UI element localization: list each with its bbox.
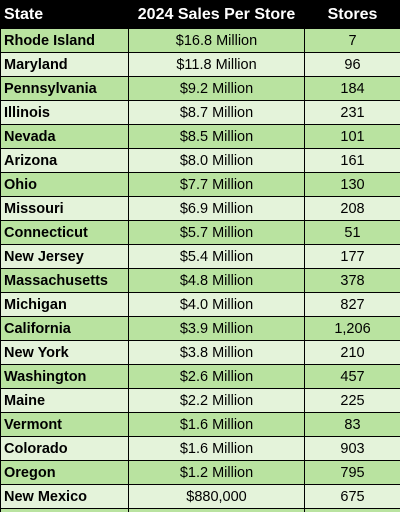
sales-cell: $8.5 Million	[128, 124, 305, 149]
state-cell: Washington	[0, 364, 129, 389]
stores-cell: 208	[304, 196, 400, 221]
stores-cell: 378	[304, 268, 400, 293]
table-row: Vermont $1.6 Million 83	[0, 412, 400, 437]
stores-cell: 795	[304, 460, 400, 485]
state-cell: Montana	[0, 508, 129, 512]
stores-cell: 7	[304, 28, 400, 53]
table-row: Connecticut $5.7 Million 51	[0, 220, 400, 245]
sales-cell: $715,000	[128, 508, 305, 512]
sales-cell: $3.8 Million	[128, 340, 305, 365]
stores-cell: 903	[304, 436, 400, 461]
state-cell: New Mexico	[0, 484, 129, 509]
sales-cell: $7.7 Million	[128, 172, 305, 197]
table-row: Missouri $6.9 Million 208	[0, 196, 400, 221]
state-cell: Vermont	[0, 412, 129, 437]
header-row: State 2024 Sales Per Store Stores	[0, 0, 400, 29]
sales-cell: $16.8 Million	[128, 28, 305, 53]
stores-cell: 675	[304, 484, 400, 509]
header-sales-per-store: 2024 Sales Per Store	[128, 0, 305, 29]
stores-cell: 51	[304, 220, 400, 245]
state-cell: Michigan	[0, 292, 129, 317]
stores-cell: 83	[304, 412, 400, 437]
table-row: New Jersey $5.4 Million 177	[0, 244, 400, 269]
stores-cell: 210	[304, 340, 400, 365]
stores-cell: 457	[304, 364, 400, 389]
sales-cell: $1.6 Million	[128, 412, 305, 437]
stores-cell: 130	[304, 172, 400, 197]
table-row: Montana$715,000453	[0, 508, 400, 512]
table-row: New York $3.8 Million 210	[0, 340, 400, 365]
state-cell: Colorado	[0, 436, 129, 461]
sales-cell: $9.2 Million	[128, 76, 305, 101]
stores-cell: 101	[304, 124, 400, 149]
stores-cell: 231	[304, 100, 400, 125]
header-state: State	[0, 0, 129, 29]
state-cell: New York	[0, 340, 129, 365]
sales-cell: $3.9 Million	[128, 316, 305, 341]
table-row: Rhode Island $16.8 Million 7	[0, 28, 400, 53]
state-cell: Maryland	[0, 52, 129, 77]
table-row: New Mexico $880,000 675	[0, 484, 400, 509]
state-cell: Massachusetts	[0, 268, 129, 293]
table-row: Nevada $8.5 Million 101	[0, 124, 400, 149]
state-cell: Connecticut	[0, 220, 129, 245]
table-row: Pennsylvania $9.2 Million 184	[0, 76, 400, 101]
stores-cell: 177	[304, 244, 400, 269]
sales-cell: $5.7 Million	[128, 220, 305, 245]
state-cell: Maine	[0, 388, 129, 413]
state-cell: Arizona	[0, 148, 129, 173]
table-row: California $3.9 Million 1,206	[0, 316, 400, 341]
state-cell: Nevada	[0, 124, 129, 149]
stores-cell: 96	[304, 52, 400, 77]
table-row: Michigan $4.0 Million 827	[0, 292, 400, 317]
table-row: Massachusetts $4.8 Million 378	[0, 268, 400, 293]
stores-cell: 161	[304, 148, 400, 173]
stores-cell: 184	[304, 76, 400, 101]
sales-cell: $5.4 Million	[128, 244, 305, 269]
sales-cell: $1.6 Million	[128, 436, 305, 461]
sales-cell: $8.7 Million	[128, 100, 305, 125]
stores-cell: 827	[304, 292, 400, 317]
sales-cell: $2.2 Million	[128, 388, 305, 413]
state-cell: Oregon	[0, 460, 129, 485]
state-cell: Pennsylvania	[0, 76, 129, 101]
table-row: Washington $2.6 Million 457	[0, 364, 400, 389]
table-row: Arizona $8.0 Million 161	[0, 148, 400, 173]
table-row: Illinois $8.7 Million 231	[0, 100, 400, 125]
state-cell: New Jersey	[0, 244, 129, 269]
stores-cell: 453	[304, 508, 400, 512]
state-cell: Missouri	[0, 196, 129, 221]
state-cell: California	[0, 316, 129, 341]
state-cell: Rhode Island	[0, 28, 129, 53]
header-stores: Stores	[304, 0, 400, 29]
state-cell: Illinois	[0, 100, 129, 125]
sales-cell: $11.8 Million	[128, 52, 305, 77]
table-row: Maine $2.2 Million 225	[0, 388, 400, 413]
stores-cell: 225	[304, 388, 400, 413]
sales-cell: $880,000	[128, 484, 305, 509]
sales-cell: $2.6 Million	[128, 364, 305, 389]
table-row: Oregon $1.2 Million 795	[0, 460, 400, 485]
sales-cell: $4.8 Million	[128, 268, 305, 293]
sales-cell: $4.0 Million	[128, 292, 305, 317]
state-cell: Ohio	[0, 172, 129, 197]
table-body: Rhode Island $16.8 Million 7 Maryland $11.8 …	[0, 28, 400, 512]
table-row: Maryland $11.8 Million 96	[0, 52, 400, 77]
table-row: Colorado $1.6 Million 903	[0, 436, 400, 461]
sales-cell: $6.9 Million	[128, 196, 305, 221]
sales-cell: $1.2 Million	[128, 460, 305, 485]
sales-cell: $8.0 Million	[128, 148, 305, 173]
stores-cell: 1,206	[304, 316, 400, 341]
table-row: Ohio $7.7 Million 130	[0, 172, 400, 197]
